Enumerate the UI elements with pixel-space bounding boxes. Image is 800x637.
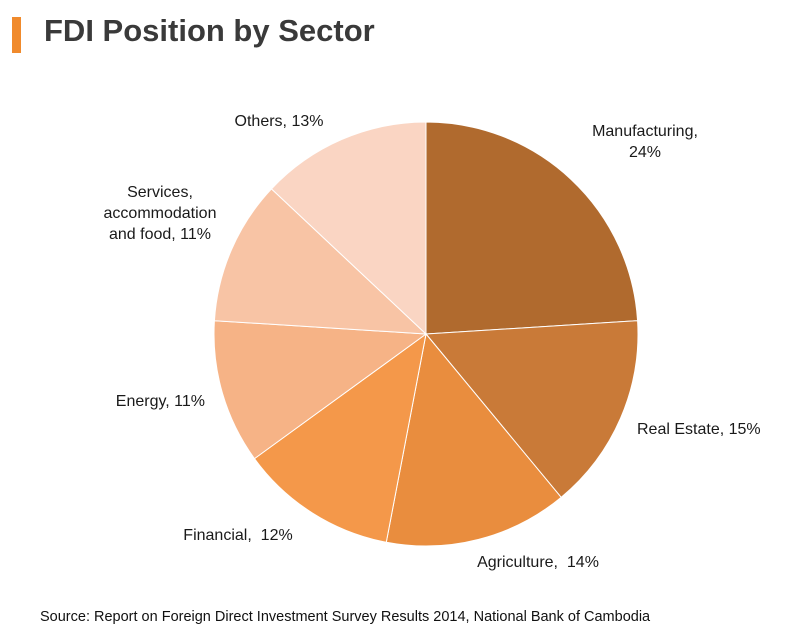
pie-slice-others <box>270 121 427 336</box>
source-note: Source: Report on Foreign Direct Investm… <box>40 609 651 625</box>
pie-slice-services-accommodation-and-food <box>213 188 428 335</box>
pie-label-energy: Energy, 11% <box>116 393 205 410</box>
pie-slice-energy <box>213 320 428 460</box>
pie-slice-agriculture <box>385 332 562 547</box>
pie-label-services-accommodation-and-food: Services, accommodation and food, 11% <box>104 184 217 243</box>
pie-slice-real-estate <box>424 320 639 499</box>
pie-slice-financial <box>253 332 427 543</box>
pie-label-real-estate: Real Estate, 15% <box>637 421 761 438</box>
title-accent-bar <box>12 17 21 53</box>
pie-slices <box>213 121 639 547</box>
chart-title: FDI Position by Sector <box>44 13 375 48</box>
pie-slice-manufacturing <box>425 121 639 335</box>
pie-label-manufacturing: Manufacturing, 24% <box>592 123 698 161</box>
pie-labels: Manufacturing, 24% Real Estate, 15% Agricul… <box>104 113 761 571</box>
pie-label-others: Others, 13% <box>235 113 324 130</box>
pie-label-financial: Financial, 12% <box>183 527 292 544</box>
pie-label-agriculture: Agriculture, 14% <box>477 554 599 571</box>
